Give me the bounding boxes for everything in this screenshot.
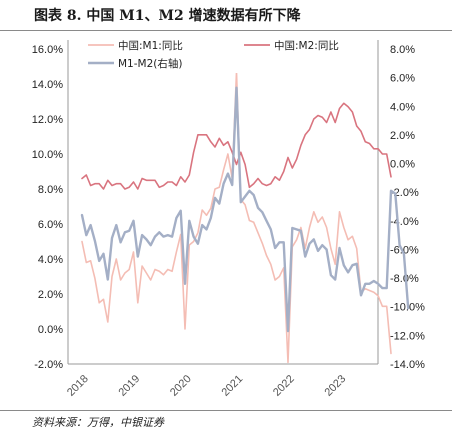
left-tick-label: 10.0% [32, 149, 63, 161]
left-tick-label: 0.0% [38, 324, 63, 336]
left-tick-label: 16.0% [32, 44, 63, 56]
left-tick-label: -2.0% [34, 359, 63, 371]
left-tick-label: 14.0% [32, 79, 63, 91]
left-tick-label: 6.0% [38, 219, 63, 231]
left-tick-label: 8.0% [38, 184, 63, 196]
x-tick-label: 2021 [219, 373, 245, 399]
chart-header: 图表 8. 中国 M1、M2 增速数据有所下降 [0, 0, 452, 30]
right-tick-label: 0.0% [390, 159, 415, 171]
right-tick-label: 2.0% [390, 130, 415, 142]
legend-label: 中国:M1:同比 [118, 39, 183, 52]
series-line-m2 [81, 102, 392, 190]
right-tick-label: -14.0% [390, 359, 425, 371]
x-tick-label: 2022 [271, 373, 297, 399]
right-tick-label: 4.0% [390, 101, 415, 113]
left-tick-label: 12.0% [32, 114, 63, 126]
right-tick-label: -4.0% [390, 216, 419, 228]
bottom-divider [0, 410, 452, 411]
top-divider [0, 30, 452, 31]
right-tick-label: -2.0% [390, 187, 419, 199]
right-tick-label: 8.0% [390, 44, 415, 56]
legend-label: M1-M2(右轴) [118, 57, 182, 70]
x-tick-label: 2023 [322, 373, 348, 399]
legend-box [84, 37, 364, 73]
right-tick-label: -12.0% [390, 330, 425, 342]
legend-label: 中国:M2:同比 [274, 39, 339, 52]
right-tick-label: -8.0% [390, 273, 419, 285]
left-tick-label: 2.0% [38, 289, 63, 301]
source-note: 资料来源：万得，中银证券 [32, 416, 164, 429]
chart-title: 图表 8. 中国 M1、M2 增速数据有所下降 [34, 8, 301, 24]
x-tick-label: 2018 [65, 373, 91, 399]
series-line-m1-m2 [80, 86, 410, 333]
x-tick-label: 2019 [116, 373, 142, 399]
right-tick-label: -6.0% [390, 244, 419, 256]
right-tick-label: 6.0% [390, 73, 415, 85]
x-tick-label: 2020 [168, 373, 194, 399]
left-tick-label: 4.0% [38, 254, 63, 266]
